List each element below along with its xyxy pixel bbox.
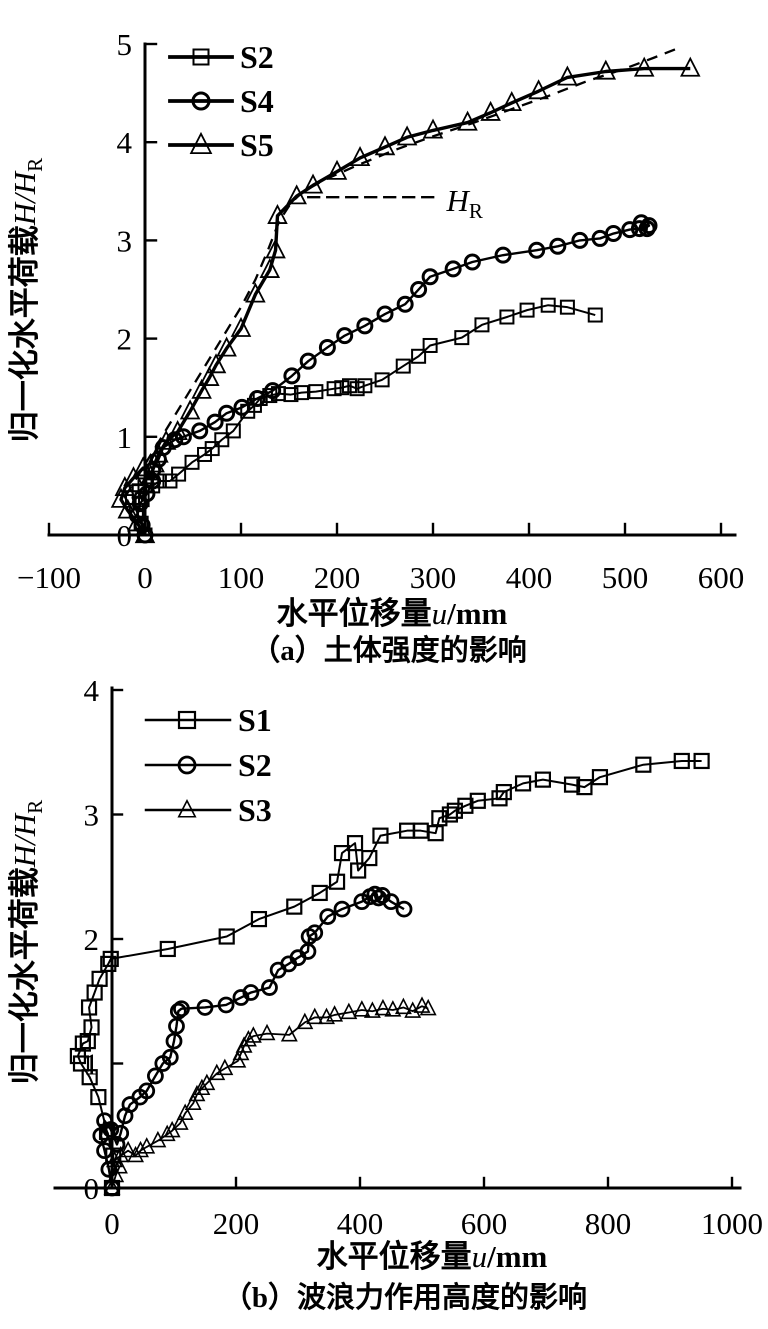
svg-text:200: 200 — [314, 560, 361, 595]
svg-text:S1: S1 — [238, 702, 272, 738]
svg-text:S4: S4 — [240, 83, 274, 119]
chart-b-caption: （b）波浪力作用高度的影响 — [222, 1282, 588, 1314]
chart-a-series-S2 — [125, 297, 603, 543]
svg-text:100: 100 — [218, 560, 265, 595]
svg-text:S3: S3 — [238, 792, 272, 828]
svg-text:S5: S5 — [240, 127, 274, 163]
chart-a: −100 0 100 200 300 400 500 600 0 1 2 3 4 5 HR S2 S4 S5 — [17, 27, 744, 595]
fit-curve-dashed — [124, 46, 680, 497]
svg-text:3: 3 — [84, 798, 100, 833]
chart-b-ylabel-text: 归一化水平荷载 — [7, 867, 42, 1085]
svg-text:4: 4 — [117, 125, 133, 160]
svg-text:400: 400 — [506, 560, 553, 595]
chart-a-annotations: HR — [124, 46, 680, 497]
svg-text:0: 0 — [84, 1171, 100, 1206]
svg-text:1: 1 — [117, 420, 133, 455]
svg-text:S2: S2 — [238, 747, 272, 783]
hr-label: HR — [445, 183, 482, 223]
svg-text:300: 300 — [410, 560, 457, 595]
svg-text:500: 500 — [602, 560, 649, 595]
svg-text:0: 0 — [117, 518, 133, 553]
svg-text:600: 600 — [461, 1206, 508, 1241]
svg-text:4: 4 — [84, 673, 100, 708]
svg-text:5: 5 — [117, 27, 133, 62]
chart-b-series-S2 — [92, 885, 413, 1197]
svg-text:3: 3 — [117, 223, 133, 258]
chart-a-x-axis-label: 水平位移量u/mm — [276, 596, 508, 631]
chart-b-x-axis-label: 水平位移量u/mm — [316, 1239, 548, 1274]
svg-text:−100: −100 — [17, 560, 81, 595]
chart-a-legend: S2 S4 S5 — [168, 39, 274, 163]
svg-text:S2: S2 — [240, 39, 274, 75]
chart-b-y-axis-label: 归一化水平荷载H/HR — [7, 799, 48, 1085]
chart-b-legend: S1 S2 S3 — [144, 702, 272, 828]
svg-text:400: 400 — [337, 1206, 384, 1241]
chart-a-axes: −100 0 100 200 300 400 500 600 0 1 2 3 4 5 — [17, 27, 744, 595]
svg-text:800: 800 — [585, 1206, 632, 1241]
svg-text:0: 0 — [137, 560, 153, 595]
svg-text:2: 2 — [84, 922, 100, 957]
svg-text:2: 2 — [117, 322, 133, 357]
svg-text:200: 200 — [213, 1206, 260, 1241]
chart-a-ylabel-text: 归一化水平荷载 — [7, 225, 42, 443]
svg-text:1000: 1000 — [701, 1206, 763, 1241]
chart-a-y-axis-label: 归一化水平荷载H/HR — [7, 157, 48, 443]
svg-text:0: 0 — [104, 1206, 120, 1241]
chart-a-caption: （a）土体强度的影响 — [251, 635, 527, 667]
chart-b-series-S3 — [103, 996, 437, 1195]
svg-text:600: 600 — [698, 560, 745, 595]
chart-a-series-S5 — [110, 56, 701, 544]
chart-b-series-S1 — [69, 752, 710, 1197]
